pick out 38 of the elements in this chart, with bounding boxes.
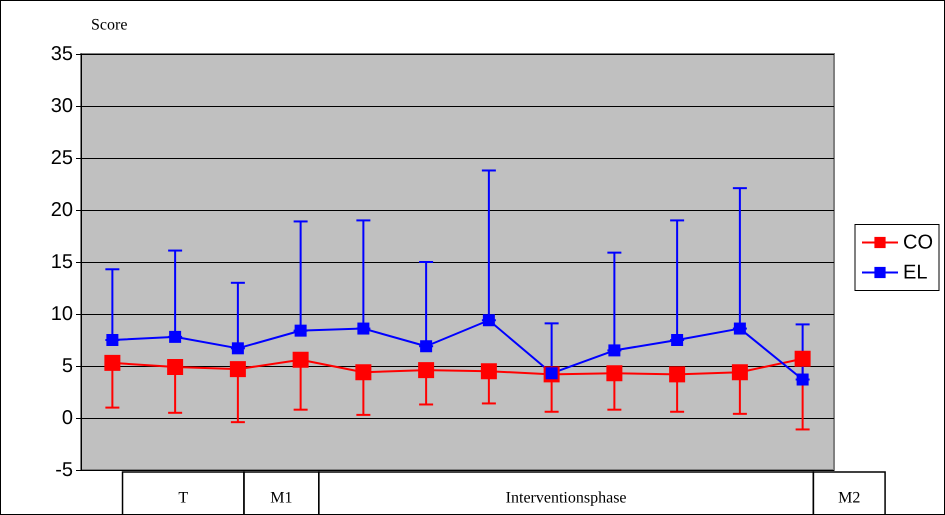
point — [104, 354, 120, 371]
text: T — [178, 490, 188, 506]
point — [420, 340, 432, 352]
point — [292, 352, 309, 368]
point — [608, 344, 620, 356]
point — [232, 342, 244, 354]
point — [480, 363, 497, 380]
y-tick-label: 5 — [62, 355, 73, 377]
point — [606, 365, 622, 382]
point — [734, 322, 746, 335]
point — [230, 361, 246, 378]
y-tick-label: 0 — [62, 407, 73, 429]
point — [106, 334, 118, 346]
y-axis-title: Score — [91, 16, 128, 34]
point — [671, 334, 684, 346]
point — [732, 364, 748, 380]
point — [294, 324, 307, 337]
legend-label: CO — [903, 232, 933, 254]
point — [482, 314, 495, 326]
point — [357, 322, 370, 335]
y-tick-label: 35 — [50, 43, 73, 65]
y-tick-label: 30 — [50, 95, 73, 117]
y-tick-label: 25 — [50, 147, 73, 169]
y-tick-label: 20 — [50, 199, 73, 221]
point — [169, 330, 182, 343]
y-tick-label: 10 — [50, 303, 73, 325]
legend-label: EL — [903, 262, 928, 284]
point — [167, 359, 184, 376]
text: M1 — [270, 490, 293, 506]
point — [418, 362, 434, 378]
point — [794, 350, 811, 367]
text: M2 — [838, 490, 860, 506]
point — [796, 374, 809, 386]
point — [669, 366, 686, 382]
point — [355, 364, 372, 380]
y-tick-label: -5 — [55, 459, 73, 481]
text: Interventionsphase — [506, 490, 627, 506]
y-tick-label: 15 — [50, 251, 73, 273]
